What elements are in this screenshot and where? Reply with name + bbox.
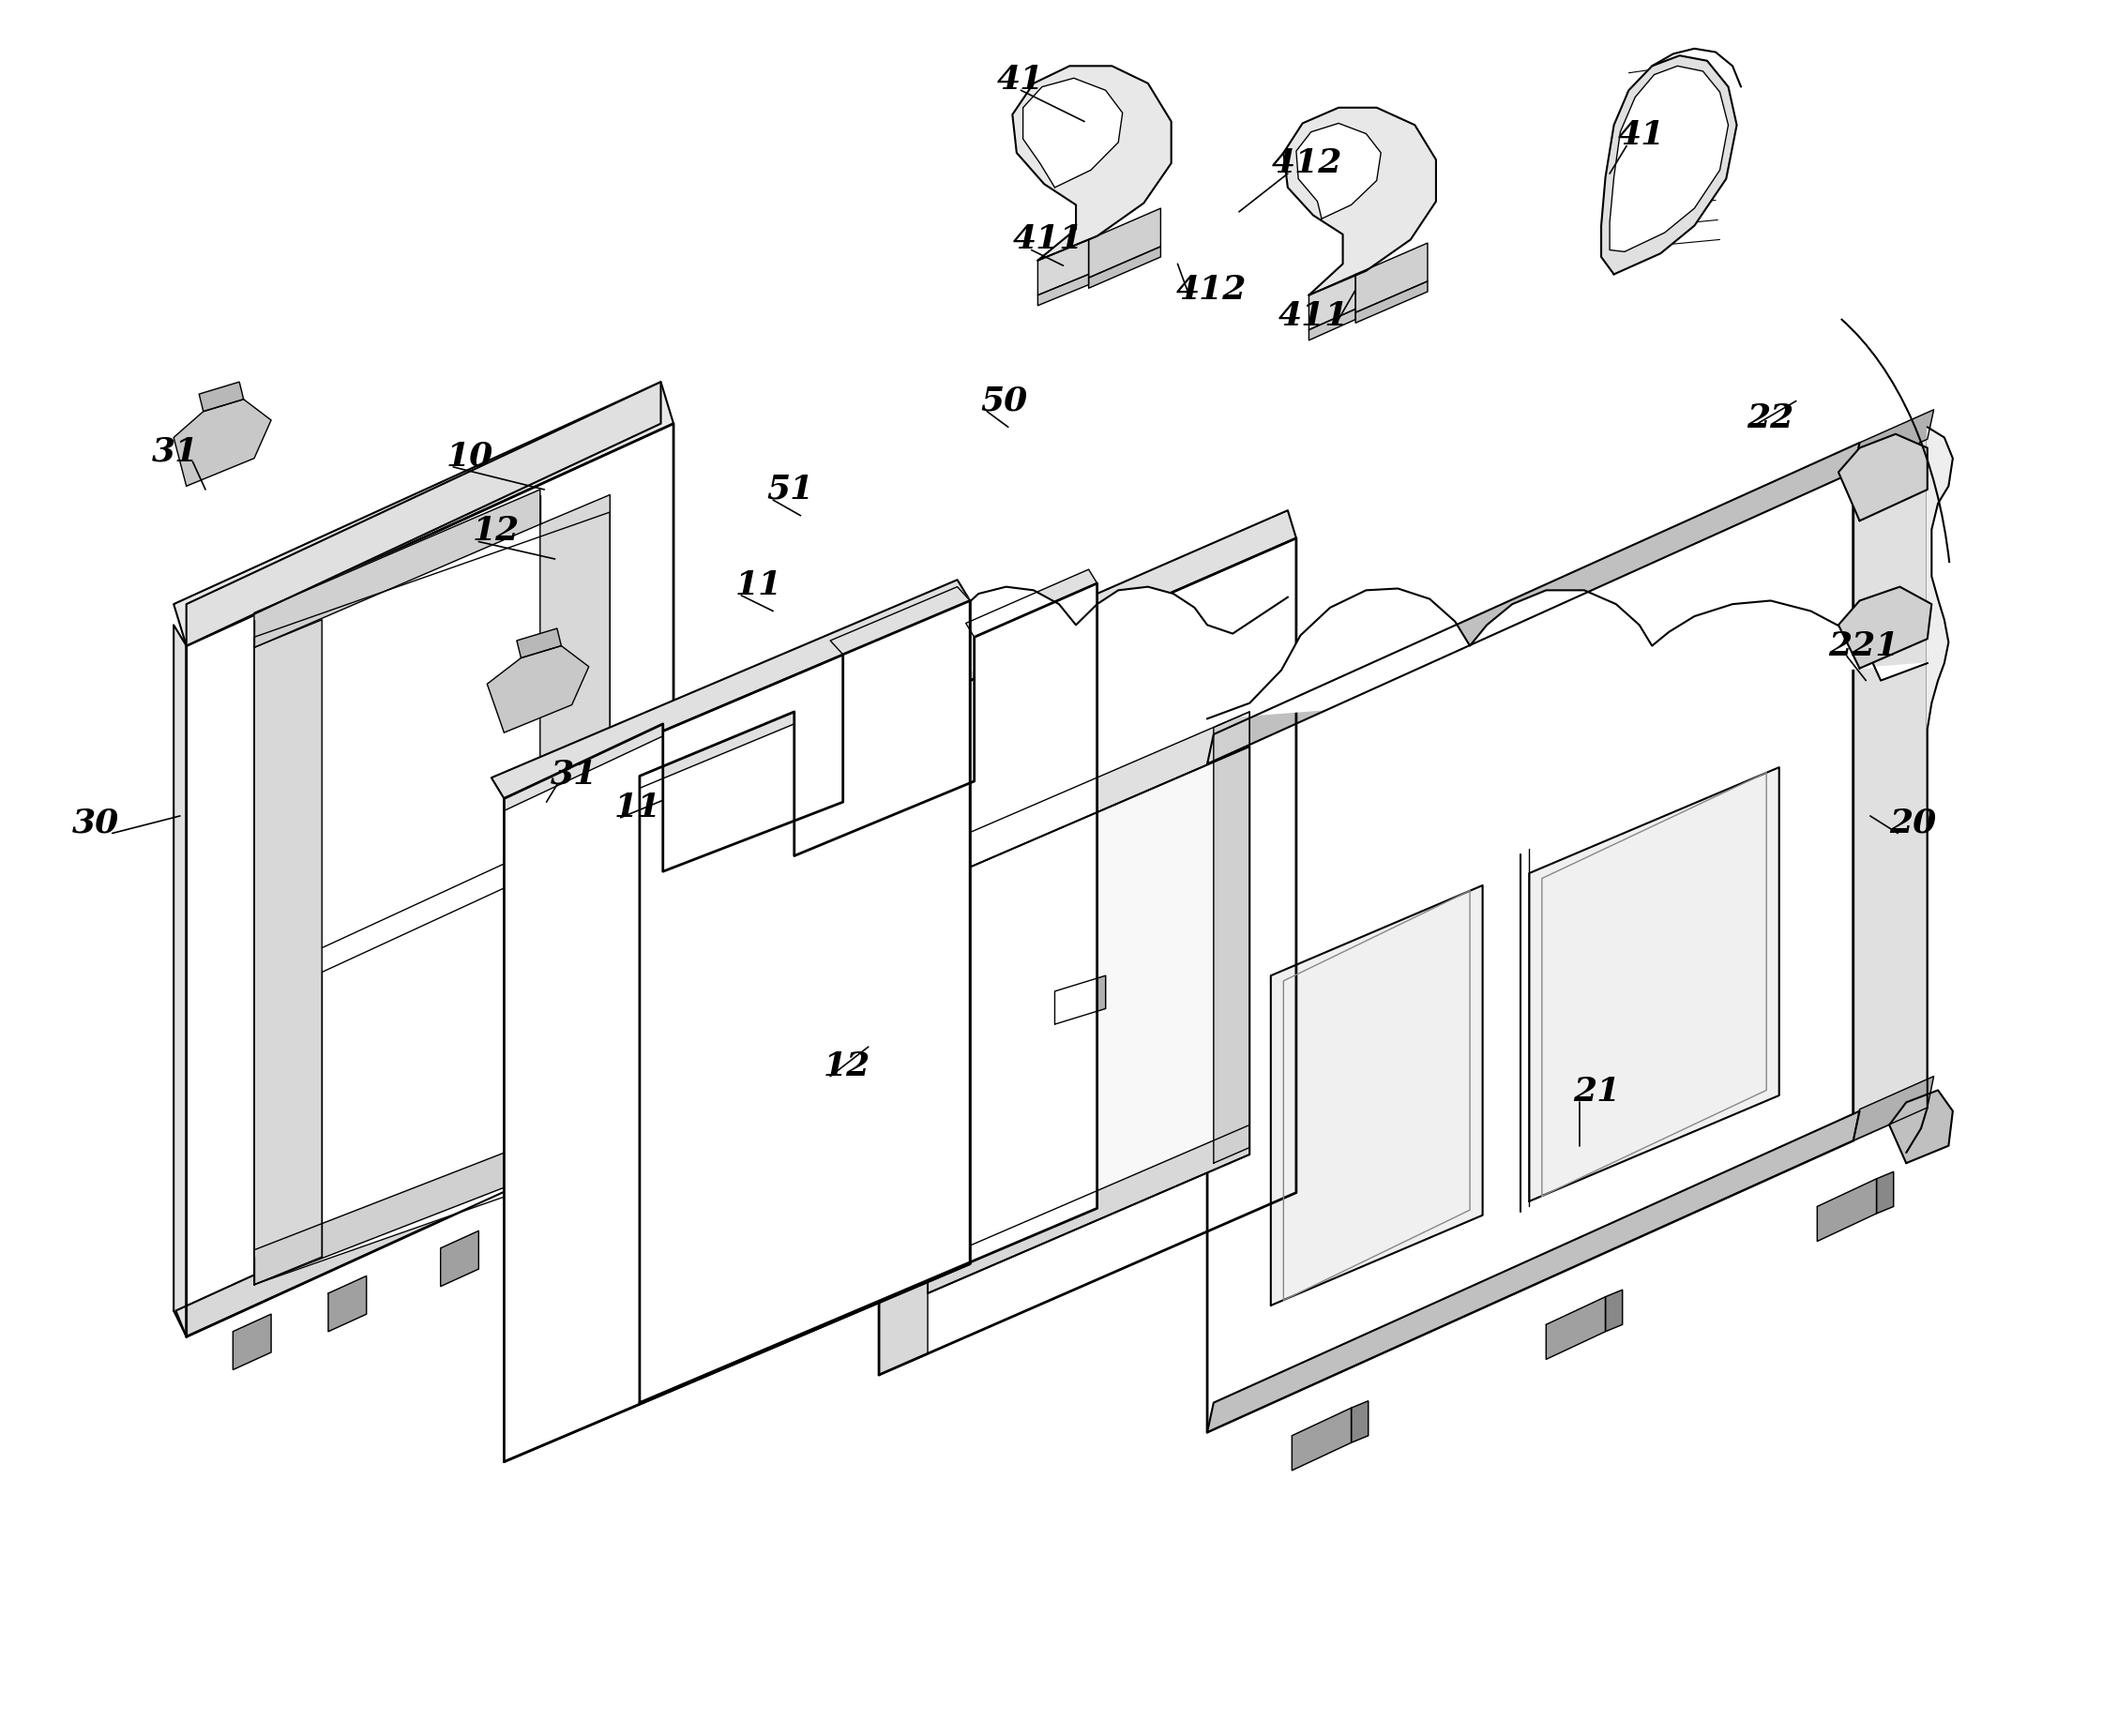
Polygon shape — [254, 1139, 540, 1285]
Polygon shape — [928, 1125, 1250, 1293]
Polygon shape — [1038, 240, 1089, 295]
Text: 221: 221 — [1828, 630, 1900, 661]
Text: 412: 412 — [1271, 148, 1343, 179]
Polygon shape — [640, 712, 794, 788]
Polygon shape — [517, 628, 561, 658]
Text: 21: 21 — [1574, 1076, 1620, 1108]
Polygon shape — [928, 746, 1250, 1293]
Polygon shape — [174, 625, 186, 1337]
Polygon shape — [1089, 208, 1161, 278]
Polygon shape — [1529, 767, 1779, 1201]
Polygon shape — [830, 587, 970, 654]
Polygon shape — [1356, 243, 1428, 312]
Polygon shape — [1351, 1401, 1368, 1443]
Polygon shape — [504, 724, 663, 811]
Polygon shape — [1889, 1090, 1953, 1163]
Text: 30: 30 — [72, 807, 119, 838]
Polygon shape — [491, 580, 970, 799]
Polygon shape — [487, 646, 589, 733]
Polygon shape — [174, 382, 674, 646]
Polygon shape — [328, 1276, 366, 1332]
Polygon shape — [199, 382, 244, 411]
Polygon shape — [1853, 427, 1927, 1141]
Polygon shape — [1296, 123, 1381, 219]
Polygon shape — [1012, 66, 1171, 260]
Polygon shape — [186, 424, 674, 1337]
Polygon shape — [174, 399, 271, 486]
Polygon shape — [1838, 434, 1927, 521]
Polygon shape — [1038, 274, 1089, 306]
Polygon shape — [1055, 976, 1106, 1024]
Polygon shape — [540, 495, 610, 1174]
Polygon shape — [879, 587, 1288, 693]
Polygon shape — [1309, 309, 1356, 340]
Polygon shape — [233, 1314, 271, 1370]
Polygon shape — [1838, 587, 1932, 668]
Text: 41: 41 — [998, 64, 1044, 95]
Text: 20: 20 — [1889, 807, 1936, 838]
Polygon shape — [1207, 427, 1927, 752]
Polygon shape — [254, 490, 540, 648]
Polygon shape — [1284, 108, 1436, 295]
Polygon shape — [928, 712, 1250, 885]
Polygon shape — [870, 510, 1296, 720]
Text: 31: 31 — [152, 436, 199, 467]
Text: 31: 31 — [551, 759, 597, 790]
Text: 51: 51 — [767, 474, 813, 505]
Polygon shape — [441, 1231, 479, 1286]
Polygon shape — [1207, 1111, 1860, 1432]
Polygon shape — [504, 601, 970, 1462]
Polygon shape — [254, 620, 322, 1285]
Polygon shape — [879, 538, 1296, 1375]
Polygon shape — [1817, 1179, 1877, 1241]
Polygon shape — [1207, 443, 1860, 764]
Polygon shape — [540, 1189, 578, 1245]
Polygon shape — [1610, 66, 1728, 252]
Polygon shape — [1877, 1172, 1893, 1213]
Text: 50: 50 — [981, 385, 1027, 417]
Text: 11: 11 — [614, 792, 661, 823]
Text: 22: 22 — [1747, 403, 1794, 434]
Polygon shape — [1214, 712, 1250, 1163]
Polygon shape — [1546, 1297, 1605, 1359]
Polygon shape — [186, 382, 661, 646]
Polygon shape — [254, 512, 610, 1285]
Polygon shape — [1207, 460, 1853, 1432]
Polygon shape — [176, 1088, 674, 1337]
Polygon shape — [1601, 56, 1737, 274]
Polygon shape — [1023, 78, 1123, 187]
Polygon shape — [1853, 410, 1934, 472]
Polygon shape — [640, 583, 1097, 1403]
Polygon shape — [1605, 1290, 1622, 1332]
Text: 10: 10 — [447, 441, 493, 472]
Polygon shape — [879, 698, 928, 1375]
Text: 411: 411 — [1012, 224, 1084, 255]
Text: 12: 12 — [824, 1050, 870, 1082]
Text: 411: 411 — [1277, 300, 1349, 332]
Text: 41: 41 — [1618, 120, 1665, 151]
Polygon shape — [504, 601, 970, 1462]
Polygon shape — [1271, 885, 1483, 1305]
Polygon shape — [1356, 281, 1428, 323]
Text: 11: 11 — [735, 569, 782, 601]
Text: 412: 412 — [1175, 274, 1248, 306]
Polygon shape — [1309, 274, 1356, 330]
Text: 12: 12 — [472, 516, 519, 547]
Polygon shape — [1927, 427, 1953, 1108]
Polygon shape — [1853, 1076, 1934, 1141]
Polygon shape — [966, 569, 1097, 637]
Polygon shape — [1207, 589, 1927, 719]
Polygon shape — [1292, 1408, 1351, 1470]
Polygon shape — [1089, 247, 1161, 288]
